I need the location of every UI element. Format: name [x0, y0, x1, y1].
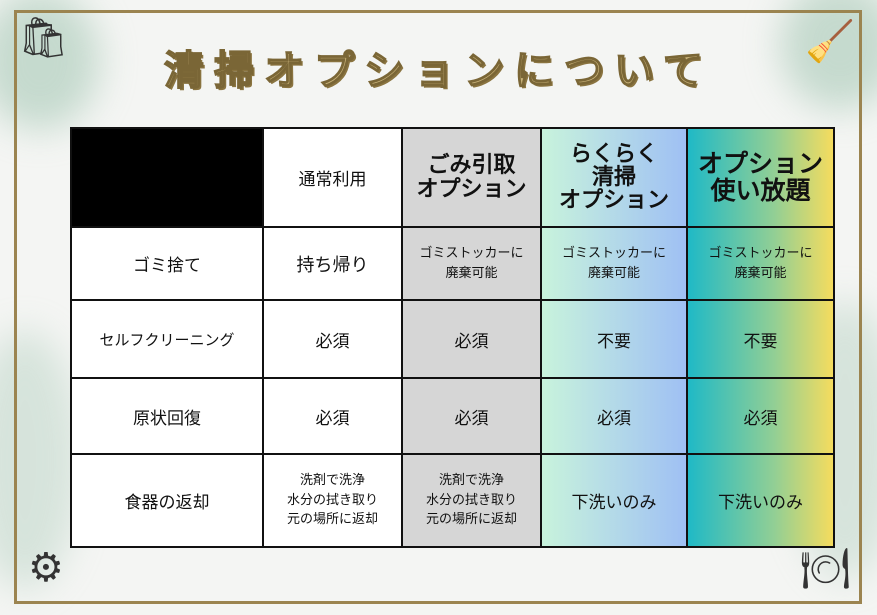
decorative-frame	[14, 10, 862, 604]
header-unlimited-option: オプション 使い放題	[686, 127, 835, 228]
table-row: セルフクリーニング 必須 必須 不要 不要	[70, 299, 835, 379]
table-header-row: 通常利用 ごみ引取 オプション らくらく 清掃 オプション オプション 使い放題	[70, 127, 835, 228]
cell: 不要	[686, 299, 835, 379]
header-label: 通常利用	[298, 170, 367, 190]
cell: 不要	[540, 299, 688, 379]
row-label: セルフクリーニング	[70, 299, 264, 379]
row-label: ゴミ捨て	[70, 226, 264, 301]
cell: 洗剤で洗浄 水分の拭き取り 元の場所に返却	[401, 453, 542, 548]
table-row: ゴミ捨て 持ち帰り ゴミストッカーに 廃棄可能 ゴミストッカーに 廃棄可能 ゴミ…	[70, 226, 835, 301]
vacuum-cleaner-icon: ⚙	[28, 545, 64, 591]
cell: ゴミストッカーに 廃棄可能	[686, 226, 835, 301]
broom-icon: 🧹	[805, 19, 855, 65]
table-row: 原状回復 必須 必須 必須 必須	[70, 377, 835, 455]
dish-washing-icon: 🍽	[800, 546, 851, 592]
cell: 必須	[686, 377, 835, 455]
options-table: 通常利用 ごみ引取 オプション らくらく 清掃 オプション オプション 使い放題…	[70, 127, 835, 548]
cell: ゴミストッカーに 廃棄可能	[540, 226, 688, 301]
cell: 必須	[401, 377, 542, 455]
row-label: 食器の返却	[70, 453, 264, 548]
page-title: 清掃オプションについて	[163, 47, 713, 95]
header-blank	[70, 127, 264, 228]
row-label: 原状回復	[70, 377, 264, 455]
header-normal: 通常利用	[262, 127, 403, 228]
table-row: 食器の返却 洗剤で洗浄 水分の拭き取り 元の場所に返却 洗剤で洗浄 水分の拭き取…	[70, 453, 835, 548]
cell: 洗剤で洗浄 水分の拭き取り 元の場所に返却	[262, 453, 403, 548]
cell: 必須	[401, 299, 542, 379]
cell: ゴミストッカーに 廃棄可能	[401, 226, 542, 301]
header-garbage-option: ごみ引取 オプション	[401, 127, 542, 228]
cell: 下洗いのみ	[540, 453, 688, 548]
header-easy-cleaning-option: らくらく 清掃 オプション	[540, 127, 688, 228]
cell: 下洗いのみ	[686, 453, 835, 548]
garbage-bag-icon: 🛍	[18, 15, 69, 61]
cell: 必須	[540, 377, 688, 455]
cell: 必須	[262, 377, 403, 455]
cell: 必須	[262, 299, 403, 379]
cell: 持ち帰り	[262, 226, 403, 301]
